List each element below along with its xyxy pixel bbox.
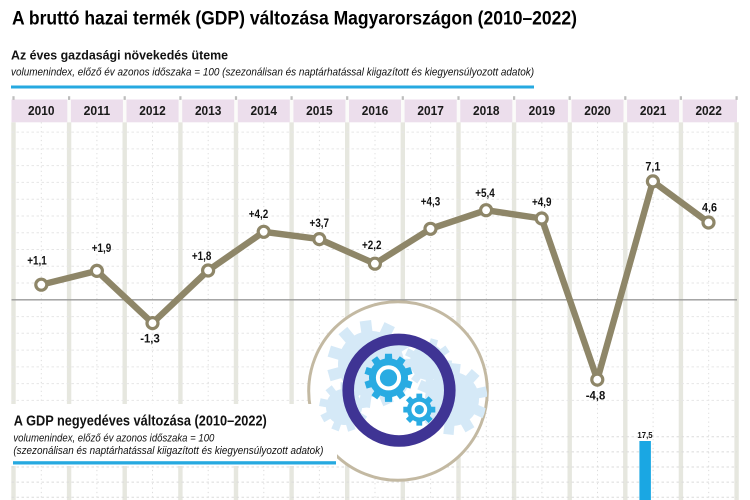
svg-text:+1,8: +1,8 [192,249,212,263]
svg-text:Az éves gazdasági növekedés üt: Az éves gazdasági növekedés üteme [11,48,228,63]
svg-text:4,6: 4,6 [702,201,717,215]
svg-text:volumenindex, előző év azonos: volumenindex, előző év azonos időszaka =… [13,433,215,445]
svg-text:2017: 2017 [417,104,444,118]
svg-text:+4,3: +4,3 [421,194,441,208]
svg-text:(szezonálisan és naptárhatássa: (szezonálisan és naptárhatással kiigazít… [13,445,323,457]
svg-text:+1,1: +1,1 [27,254,47,268]
svg-text:2020: 2020 [584,104,611,118]
svg-text:+4,2: +4,2 [249,207,269,221]
svg-text:A bruttó hazai termék (GDP) vá: A bruttó hazai termék (GDP) változása Ma… [12,8,577,30]
svg-text:2021: 2021 [640,104,667,118]
svg-text:+1,9: +1,9 [92,241,112,255]
svg-text:-1,3: -1,3 [140,332,160,346]
svg-text:2022: 2022 [695,104,722,118]
svg-text:+2,2: +2,2 [362,238,382,252]
svg-text:7,1: 7,1 [645,160,660,174]
svg-text:2018: 2018 [473,104,500,118]
svg-text:2010: 2010 [28,104,55,118]
svg-text:+5,4: +5,4 [475,186,495,200]
svg-text:2014: 2014 [251,104,278,118]
svg-text:A GDP negyedéves változása (20: A GDP negyedéves változása (2010–2022) [14,412,267,429]
svg-text:17,5: 17,5 [637,431,653,440]
svg-text:+4,9: +4,9 [532,195,552,209]
svg-text:volumenindex, előző év azonos: volumenindex, előző év azonos időszaka =… [11,66,534,78]
svg-text:+3,7: +3,7 [310,216,330,230]
svg-text:2012: 2012 [139,104,166,118]
svg-text:2016: 2016 [362,104,389,118]
svg-text:-4,8: -4,8 [586,389,606,403]
svg-text:2011: 2011 [84,104,111,118]
svg-text:2019: 2019 [529,104,556,118]
svg-text:2013: 2013 [195,104,222,118]
svg-text:2015: 2015 [306,104,333,118]
